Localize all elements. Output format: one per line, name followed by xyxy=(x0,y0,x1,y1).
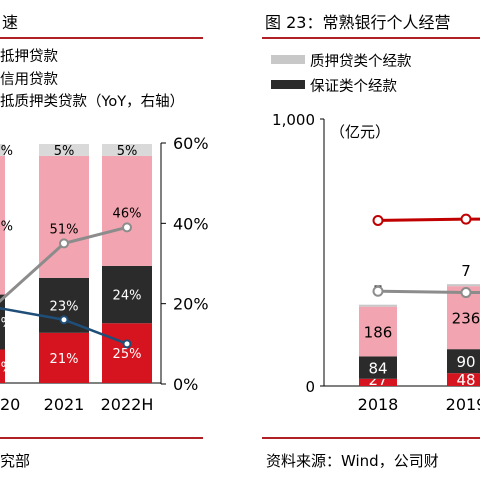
right-y-axis-tick-label: 0 xyxy=(305,378,315,396)
right-bar-data-label: 90 xyxy=(456,353,475,371)
right-bar-data-label: 48 xyxy=(456,371,475,389)
left-line-data-label: 51% xyxy=(50,222,79,237)
left-line-point xyxy=(59,238,69,249)
right-plot-area: 1,0000278418672018489023672019 xyxy=(272,111,480,414)
left-bar-segment xyxy=(0,294,5,350)
left-bar-segment xyxy=(102,323,152,383)
right-bar-data-label: 84 xyxy=(368,360,387,378)
left-right-axis-tick-label: 40% xyxy=(173,214,209,233)
right-line-point xyxy=(372,214,384,226)
right-bar-data-label: 186 xyxy=(364,324,393,342)
left-bar-segment xyxy=(102,144,152,156)
right-y-axis-tick-label: 1,000 xyxy=(272,111,315,129)
left-bar-data-label: 2% xyxy=(0,219,13,234)
right-line-point xyxy=(460,213,472,225)
left-bar-segment xyxy=(0,349,5,383)
left-panel: 速 抵押贷款 信用贷款 抵质押类贷款（YoY，右轴） 60% 40% 20% 0% 8%… xyxy=(0,13,209,470)
left-legend-label-2: 抵质押类贷款（YoY，右轴） xyxy=(0,93,184,110)
left-legend-label-0: 抵押贷款 xyxy=(0,48,58,65)
left-bar-segment xyxy=(102,265,152,324)
left-right-axis-tick-label: 20% xyxy=(173,295,209,314)
left-line-point xyxy=(122,339,132,349)
right-panel: 图 23：常熟银行个人经营 质押贷类个经款 保证类个经款 （亿元） 1,000 0… xyxy=(262,13,480,470)
left-x-tick-label: 20 xyxy=(0,395,20,414)
left-bar-data-label: 8% xyxy=(0,360,13,375)
right-legend-label-1: 保证类个经款 xyxy=(310,78,397,95)
right-title: 图 23：常熟银行个人经营 xyxy=(265,13,450,32)
right-legend-label-0: 质押贷类个经款 xyxy=(310,53,412,70)
right-legend-swatch-1 xyxy=(271,80,305,89)
right-x-tick-label: 2019 xyxy=(446,395,480,414)
left-bar-data-label: 5% xyxy=(117,144,138,159)
left-plot-area: 60% 40% 20% 0% 8%% 2%% 21% 23% 5% 25% 24% 5% 51% 46% 2… xyxy=(0,134,209,414)
left-title-fragment: 速 xyxy=(2,13,18,32)
right-bar-segment xyxy=(359,306,397,357)
left-x-tick-label: 2022H xyxy=(101,395,154,414)
left-bar-data-label: 23% xyxy=(50,299,79,314)
right-line-point xyxy=(460,287,472,299)
right-source: 资料来源：Wind，公司财 xyxy=(266,452,439,470)
left-bar-data-label: 21% xyxy=(50,352,79,367)
right-legend-swatch-0 xyxy=(271,55,305,64)
right-bar-data-label: 236 xyxy=(452,310,480,328)
right-line-point xyxy=(372,285,384,297)
left-legend: 抵押贷款 信用贷款 抵质押类贷款（YoY，右轴） xyxy=(0,48,184,110)
left-right-axis-tick-label: 60% xyxy=(173,134,209,153)
left-bar-data-label: 5% xyxy=(54,144,75,159)
right-bar-segment xyxy=(359,356,397,379)
right-bar-segment xyxy=(359,378,397,386)
right-bar-segment xyxy=(447,284,480,287)
left-bar-segment xyxy=(39,144,89,156)
left-x-tick-label: 2021 xyxy=(44,395,85,414)
left-line-point xyxy=(59,315,69,325)
left-line-data-label: 46% xyxy=(113,206,142,221)
right-legend: 质押贷类个经款 保证类个经款 xyxy=(271,53,412,95)
left-bar-segment xyxy=(0,144,5,156)
right-x-tick-label: 2018 xyxy=(358,395,399,414)
left-bar-segment xyxy=(39,332,89,383)
left-bar-segment xyxy=(102,155,152,266)
right-bar-segment xyxy=(359,304,397,307)
left-right-axis-tick-label: 0% xyxy=(173,375,198,394)
left-bar-data-label: % xyxy=(1,144,13,159)
left-bar-data-label: 25% xyxy=(113,347,142,362)
right-bar-segment xyxy=(447,349,480,374)
right-bar-segment xyxy=(447,373,480,386)
left-bar-data-label: 24% xyxy=(113,289,142,304)
left-legend-label-1: 信用贷款 xyxy=(0,71,58,88)
right-unit-label: （亿元） xyxy=(330,123,390,141)
left-line-point xyxy=(122,222,132,233)
left-bar-data-label: % xyxy=(1,316,13,331)
left-bar-segment xyxy=(0,155,5,295)
left-source-fragment: 究部 xyxy=(0,452,30,470)
right-bar-data-label: 7 xyxy=(461,262,471,280)
